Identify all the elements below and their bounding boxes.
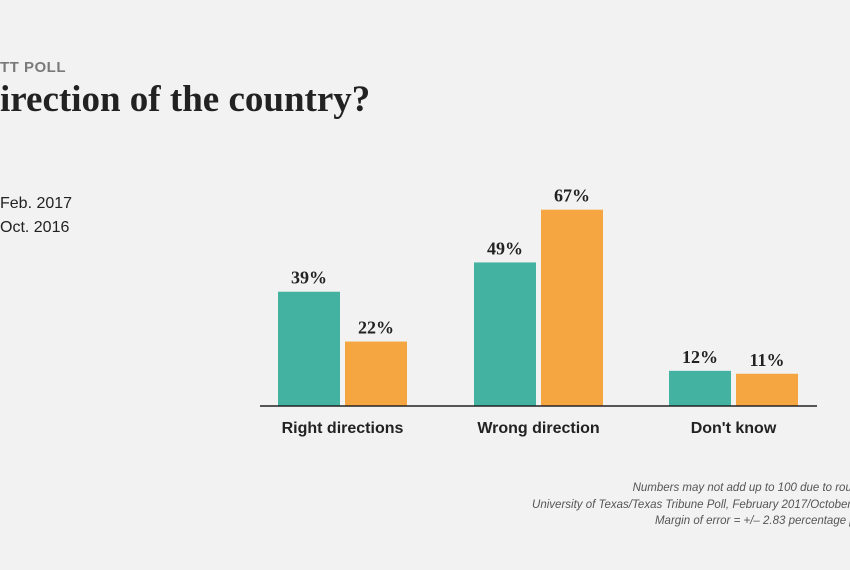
bar bbox=[345, 341, 407, 406]
legend-label: Feb. 2017 bbox=[0, 195, 73, 212]
data-label: 39% bbox=[291, 268, 327, 288]
bar bbox=[474, 262, 536, 406]
bar bbox=[541, 209, 603, 406]
legend-label: Oct. 2016 bbox=[0, 219, 70, 236]
bar bbox=[278, 291, 340, 406]
note-margin-of-error: Margin of error = +/– 2.83 percentage po… bbox=[654, 515, 850, 527]
category-label: Wrong direction bbox=[477, 420, 599, 437]
category-label: Don't know bbox=[691, 420, 777, 437]
legend-item-oct-2016: Oct. 2016 bbox=[0, 216, 72, 240]
bar bbox=[669, 370, 731, 406]
data-label: 11% bbox=[749, 350, 784, 370]
chart-notes: Numbers may not add up to 100 due to ro u… bbox=[390, 480, 850, 530]
bar bbox=[736, 373, 798, 406]
data-label: 49% bbox=[487, 238, 523, 258]
note-source: University of Texas/Texas Tribune Poll, … bbox=[532, 498, 850, 511]
legend: Feb. 2017 Oct. 2016 bbox=[0, 192, 72, 240]
chart-title: irection of the country? bbox=[0, 79, 371, 120]
note-rounding: Numbers may not add up to 100 due to rou… bbox=[632, 482, 850, 494]
data-label: 67% bbox=[554, 186, 590, 206]
legend-item-feb-2017: Feb. 2017 bbox=[0, 192, 72, 216]
data-label: 22% bbox=[358, 318, 394, 338]
category-label: Right directions bbox=[282, 420, 404, 437]
data-label: 12% bbox=[682, 347, 718, 367]
kicker-label: TT POLL bbox=[0, 59, 66, 76]
